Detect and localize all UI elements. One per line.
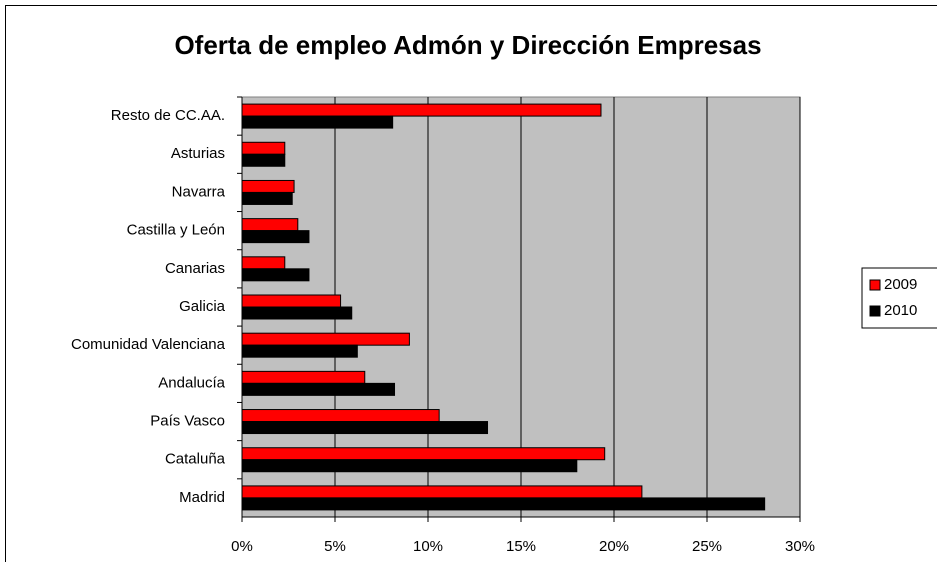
y-tick-label: País Vasco xyxy=(150,413,225,430)
chart-title: Oferta de empleo Admón y Dirección Empre… xyxy=(174,30,761,60)
y-tick-label: Resto de CC.AA. xyxy=(111,107,225,124)
bar xyxy=(241,153,286,167)
x-tick-label: 0% xyxy=(231,538,253,555)
x-tick-label: 25% xyxy=(692,538,722,555)
bar xyxy=(241,268,310,282)
bar xyxy=(241,218,299,232)
bar xyxy=(241,179,295,193)
bar xyxy=(241,409,440,423)
bar xyxy=(241,497,766,511)
bar xyxy=(241,306,353,320)
y-tick-label: Madrid xyxy=(179,489,225,506)
x-tick-label: 20% xyxy=(599,538,629,555)
bar xyxy=(241,141,286,155)
y-tick-label: Cataluña xyxy=(165,451,226,468)
bar xyxy=(241,230,310,244)
bar xyxy=(241,382,396,396)
x-tick-label: 30% xyxy=(785,538,815,555)
bar xyxy=(241,294,342,308)
y-tick-label: Comunidad Valenciana xyxy=(71,336,226,353)
bar xyxy=(241,191,293,205)
y-tick-label: Navarra xyxy=(172,183,226,200)
legend-label: 2009 xyxy=(884,276,917,293)
bar xyxy=(241,485,643,499)
x-tick-label: 5% xyxy=(324,538,346,555)
legend xyxy=(861,267,937,329)
y-tick-label: Castilla y León xyxy=(127,222,225,239)
y-tick-label: Asturias xyxy=(171,145,225,162)
legend-label: 2010 xyxy=(884,302,917,319)
legend-swatch xyxy=(869,279,881,291)
y-tick-label: Galicia xyxy=(179,298,226,315)
x-tick-label: 10% xyxy=(413,538,443,555)
bar xyxy=(241,103,602,117)
bar xyxy=(241,447,606,461)
bar xyxy=(241,370,366,384)
x-tick-label: 15% xyxy=(506,538,536,555)
y-tick-label: Andalucía xyxy=(158,374,225,391)
bar xyxy=(241,421,489,435)
bar xyxy=(241,344,358,358)
y-tick-label: Canarias xyxy=(165,260,225,277)
bar xyxy=(241,256,286,270)
legend-swatch xyxy=(869,305,881,317)
bar xyxy=(241,459,578,473)
bar xyxy=(241,115,394,129)
bar xyxy=(241,332,410,346)
